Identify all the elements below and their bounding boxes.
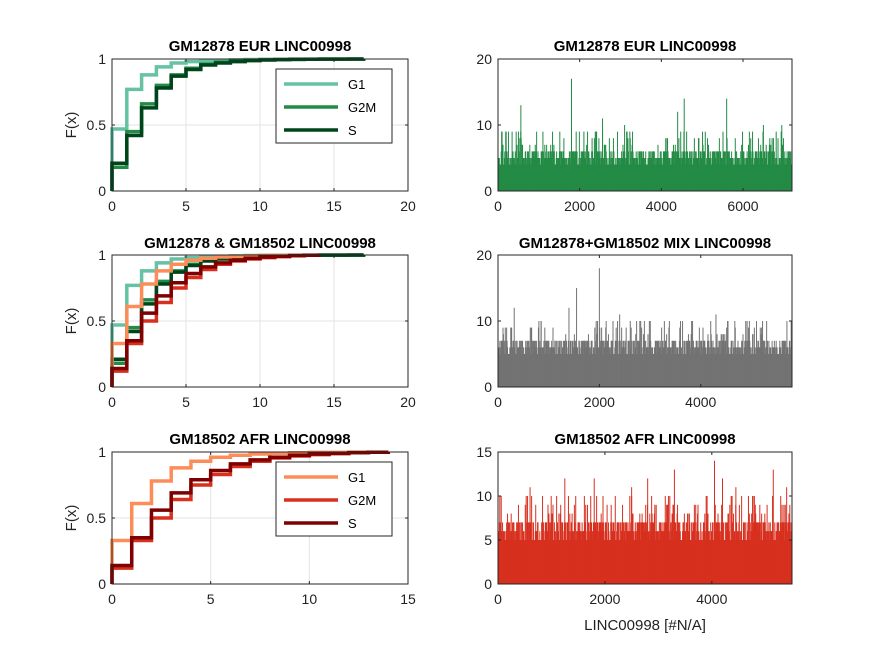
y-tick-label: 0 — [98, 183, 106, 199]
cdf-series-s — [110, 253, 321, 387]
panel-counts-eur: GM12878 EUR LINC00998 0 2000 4000 6000 0 10 20 — [476, 38, 793, 214]
x-tick-label: 0 — [108, 198, 116, 214]
y-tick-label: 0.5 — [87, 510, 107, 526]
x-tick-label: 20 — [400, 198, 416, 214]
y-tick-label: 0 — [98, 379, 106, 395]
x-tick-label: 4000 — [685, 394, 716, 410]
y-tick-label: 0.5 — [87, 117, 107, 133]
plot-area: 0 5 10 15 0 0.5 1 — [87, 444, 416, 607]
panel-cdf-combined: GM12878 & GM18502 LINC00998 F(x) 0 5 10 15 2… — [63, 235, 416, 410]
y-tick-label: 1 — [98, 51, 106, 67]
x-tick-label: 0 — [108, 394, 116, 410]
x-tick-label: 0 — [494, 591, 502, 607]
x-tick-label: 2000 — [589, 591, 620, 607]
plot-area: 0 2000 4000 0 5 10 15 — [476, 444, 793, 607]
legend: G1 G2M S — [275, 68, 393, 144]
legend: G1 G2M S — [275, 461, 393, 537]
y-tick-label: 0 — [484, 576, 492, 592]
y-axis-label: F(x) — [63, 112, 80, 139]
y-tick-label: 5 — [484, 532, 492, 548]
y-tick-label: 0 — [484, 379, 492, 395]
y-axis-label: F(x) — [63, 505, 80, 532]
plot-area: 0 2000 4000 0 10 20 — [476, 247, 793, 410]
x-tick-label: 4000 — [696, 591, 727, 607]
y-tick-label: 1 — [98, 247, 106, 263]
panel-title: GM12878 EUR LINC00998 — [169, 38, 352, 55]
x-tick-label: 15 — [326, 198, 342, 214]
panel-title: GM12878 EUR LINC00998 — [554, 38, 737, 55]
x-tick-label: 15 — [326, 394, 342, 410]
plot-area: 0 5 10 15 20 0 0.5 1 — [87, 51, 416, 214]
panel-title: GM12878 & GM18502 LINC00998 — [144, 235, 376, 252]
legend-label: S — [348, 516, 357, 531]
y-tick-label: 10 — [476, 313, 492, 329]
x-tick-label: 0 — [494, 198, 502, 214]
x-tick-label: 5 — [182, 394, 190, 410]
plot-area: 0 5 10 15 20 0 0.5 1 — [87, 247, 416, 410]
panel-title: GM12878+GM18502 MIX LINC00998 — [519, 235, 771, 252]
x-tick-label: 5 — [207, 591, 215, 607]
cdf-series-s — [110, 450, 391, 584]
panel-cdf-eur: GM12878 EUR LINC00998 F(x) 0 5 10 15 20 0 0.5 1… — [63, 38, 416, 214]
legend-label: G2M — [348, 100, 376, 115]
x-tick-label: 20 — [400, 394, 416, 410]
y-tick-label: 10 — [476, 117, 492, 133]
x-tick-label: 10 — [252, 198, 268, 214]
x-tick-label: 2000 — [564, 198, 595, 214]
axes-box — [497, 451, 793, 585]
legend-label: G1 — [348, 470, 365, 485]
y-tick-label: 20 — [476, 51, 492, 67]
panel-counts-mix: GM12878+GM18502 MIX LINC00998 0 2000 40000… — [476, 235, 793, 410]
y-tick-label: 0.5 — [87, 313, 107, 329]
panel-title: GM18502 AFR LINC00998 — [169, 431, 350, 448]
plot-area: 0 2000 4000 6000 0 10 20 — [476, 51, 793, 214]
panel-cdf-afr: GM18502 AFR LINC00998 F(x) 0 5 10 15 0 0.5 1 G… — [63, 431, 416, 607]
legend-label: G1 — [348, 77, 365, 92]
y-tick-label: 10 — [476, 488, 492, 504]
y-tick-label: 0 — [98, 576, 106, 592]
x-tick-label: 4000 — [646, 198, 677, 214]
x-tick-label: 0 — [494, 394, 502, 410]
y-tick-label: 15 — [476, 444, 492, 460]
x-tick-label: 5 — [182, 198, 190, 214]
panel-title: GM18502 AFR LINC00998 — [554, 431, 735, 448]
x-tick-label: 0 — [108, 591, 116, 607]
x-tick-label: 15 — [400, 591, 416, 607]
y-axis-label: F(x) — [63, 308, 80, 335]
x-tick-label: 2000 — [584, 394, 615, 410]
x-tick-label: 6000 — [727, 198, 758, 214]
x-tick-label: 10 — [302, 591, 318, 607]
legend-label: G2M — [348, 493, 376, 508]
y-tick-label: 0 — [484, 183, 492, 199]
panel-counts-afr: GM18502 AFR LINC00998 0 2000 4000 0 5 10 15 LI… — [476, 431, 793, 634]
x-tick-label: 10 — [252, 394, 268, 410]
y-tick-label: 20 — [476, 247, 492, 263]
x-axis-label: LINC00998 [#N/A] — [584, 617, 706, 634]
legend-label: S — [348, 123, 357, 138]
y-tick-label: 1 — [98, 444, 106, 460]
